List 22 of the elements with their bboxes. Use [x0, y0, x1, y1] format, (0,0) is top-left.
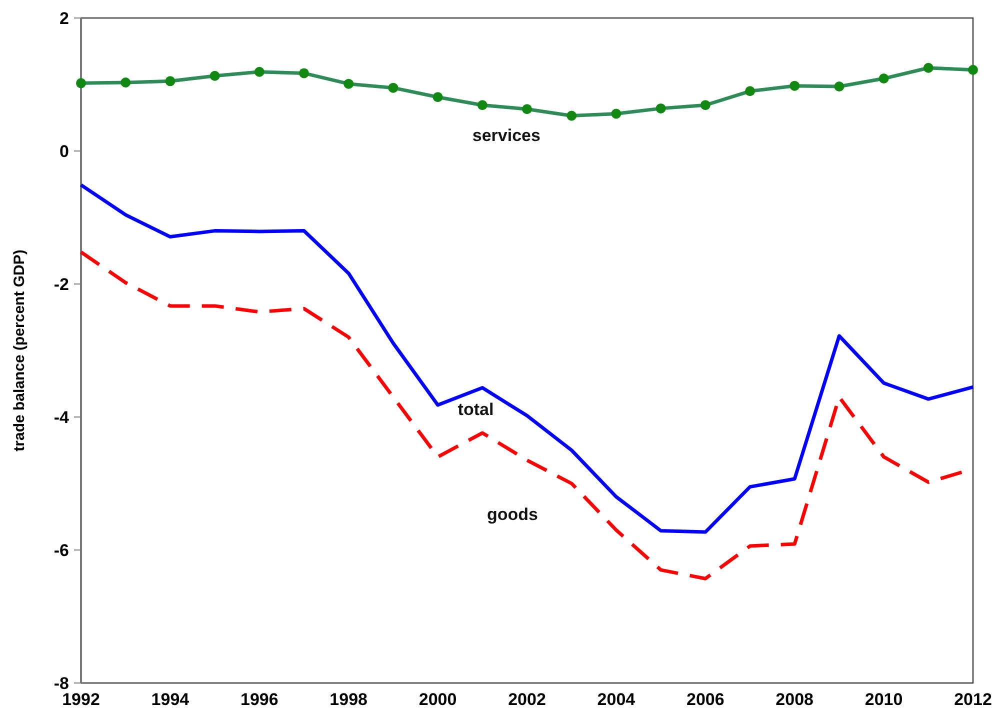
y-tick-label: -4 [54, 408, 70, 427]
y-tick-label: -2 [54, 274, 69, 294]
x-tick-label: 1996 [240, 690, 278, 709]
series-label: services [472, 126, 540, 146]
x-tick-label: 2006 [686, 690, 724, 709]
x-tick-label: 1998 [330, 690, 368, 709]
series-label: total [458, 400, 494, 420]
x-tick-label: 2012 [954, 690, 992, 709]
y-tick-label: -6 [54, 540, 69, 560]
x-tick-label: 2002 [508, 690, 546, 709]
x-tick-label: 1992 [62, 690, 100, 709]
x-tick-label: 2008 [776, 690, 814, 709]
y-tick-label: 2 [60, 8, 69, 28]
x-tick-label: 1994 [151, 690, 190, 709]
x-tick-label: 2000 [418, 690, 457, 709]
line-series [79, 183, 975, 534]
y-tick-label: 0 [60, 142, 69, 161]
text: goods [487, 505, 538, 524]
y-axis-title: trade balance (percent GDP) [11, 250, 28, 452]
x-tick-label: 2010 [864, 690, 903, 709]
x-tick-label: 2004 [597, 690, 636, 709]
y-tick-label: -8 [54, 674, 69, 693]
